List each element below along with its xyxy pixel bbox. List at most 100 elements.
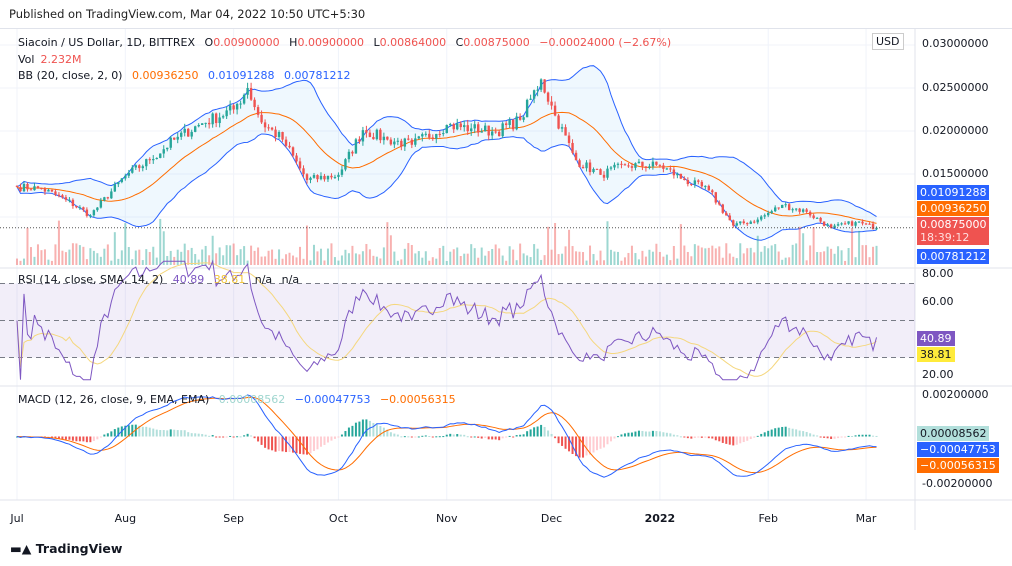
volume-bar — [547, 226, 550, 265]
candle-body — [672, 169, 676, 176]
volume-bar — [410, 244, 413, 265]
volume-bar — [623, 257, 626, 265]
candle-body — [760, 216, 763, 220]
volume-bar — [113, 232, 116, 265]
currency-button[interactable]: USD — [872, 33, 904, 50]
candle-body — [658, 164, 662, 166]
macd-histogram-bar — [134, 424, 137, 437]
open-value: 0.00900000 — [213, 36, 280, 49]
candle-body — [648, 166, 651, 168]
volume-bar — [351, 245, 354, 265]
candle-body — [50, 189, 54, 192]
macd-histogram-bar — [166, 430, 169, 437]
candle-body — [148, 159, 151, 161]
candle-body — [711, 190, 714, 193]
macd-legend: MACD (12, 26, close, 9, EMA, EMA) 0.0000… — [18, 393, 462, 406]
volume-bar — [529, 257, 532, 265]
volume-bar — [319, 248, 322, 265]
candle-body — [843, 223, 847, 225]
macd-histogram-bar — [627, 432, 630, 437]
macd-histogram-bar — [498, 436, 501, 441]
candle-body — [246, 88, 249, 95]
macd-histogram-bar — [449, 433, 452, 437]
candle-body — [396, 140, 400, 142]
macd-histogram-bar — [767, 430, 770, 437]
candle-body — [19, 186, 22, 192]
bb-upper-value: 0.01091288 — [207, 69, 275, 82]
volume-bar — [449, 251, 452, 265]
candle-body — [57, 194, 61, 196]
macd-histogram-bar — [106, 433, 109, 437]
macd-histogram-bar — [851, 435, 854, 437]
macd-hist-value: 0.00008562 — [218, 393, 286, 406]
candle-body — [36, 186, 40, 189]
candle-body — [606, 168, 609, 178]
candle-body — [169, 137, 172, 148]
macd-histogram-bar — [148, 427, 151, 437]
macd-histogram-bar — [543, 426, 546, 437]
candle-body — [221, 116, 225, 118]
volume-bar — [361, 251, 364, 265]
volume-bar — [651, 251, 654, 265]
price-tick: 0.02000000 — [922, 124, 989, 137]
volume-bar — [693, 244, 696, 265]
chart-frame[interactable] — [0, 28, 1012, 534]
candle-body — [784, 204, 787, 206]
macd-histogram-bar — [323, 436, 326, 445]
volume-bar — [459, 256, 462, 265]
volume-bar — [368, 249, 371, 265]
candle-body — [438, 133, 441, 135]
macd-histogram-bar — [351, 425, 354, 437]
macd-histogram-bar — [693, 436, 696, 438]
macd-histogram-bar — [781, 426, 784, 437]
candle-body — [581, 166, 585, 169]
macd-histogram-bar — [700, 436, 703, 438]
macd-histogram-bar — [533, 427, 536, 437]
bb-basis-value: 0.00936250 — [131, 69, 199, 82]
volume-bar — [309, 260, 312, 265]
macd-histogram-bar — [271, 436, 274, 451]
macd-histogram-bar — [96, 436, 99, 440]
volume-bar — [473, 248, 476, 265]
volume-bar — [271, 249, 274, 265]
macd-histogram-bar — [99, 436, 102, 438]
volume-bar — [784, 257, 787, 265]
macd-histogram-bar — [438, 436, 441, 438]
macd-histogram-bar — [50, 436, 53, 438]
macd-tick: 0.00200000 — [922, 388, 989, 401]
volume-bar — [872, 246, 875, 265]
volume-bar — [75, 243, 78, 265]
candle-body — [836, 224, 840, 226]
macd-histogram-bar — [78, 436, 81, 442]
candle-body — [483, 125, 487, 132]
volume-bar — [71, 243, 74, 265]
tradingview-logo[interactable]: ▬▲ TradingView — [10, 541, 123, 556]
candle-body — [417, 136, 421, 139]
macd-histogram-bar — [508, 435, 511, 437]
volume-bar — [823, 251, 826, 265]
volume-bar — [470, 244, 473, 265]
candle-body — [15, 185, 19, 187]
candle-body — [599, 169, 602, 175]
macd-histogram-bar — [557, 436, 560, 444]
candle-body — [291, 147, 295, 156]
candle-body — [323, 175, 326, 180]
candle-body — [277, 132, 281, 138]
candle-body — [553, 105, 557, 116]
volume-bar — [606, 221, 609, 265]
candle-body — [326, 175, 330, 180]
macd-histogram-bar — [669, 433, 672, 437]
macd-histogram-bar — [152, 428, 155, 437]
volume-bar — [840, 250, 843, 265]
candle-body — [630, 166, 634, 168]
candle-body — [721, 204, 724, 213]
macd-histogram-bar — [337, 436, 340, 438]
candle-body — [529, 98, 532, 100]
macd-histogram-bar — [365, 419, 368, 437]
volume-bar — [239, 249, 242, 265]
candle-body — [166, 147, 169, 150]
macd-histogram-bar — [330, 436, 333, 441]
macd-histogram-bar — [840, 436, 843, 438]
candle-body — [176, 136, 179, 140]
